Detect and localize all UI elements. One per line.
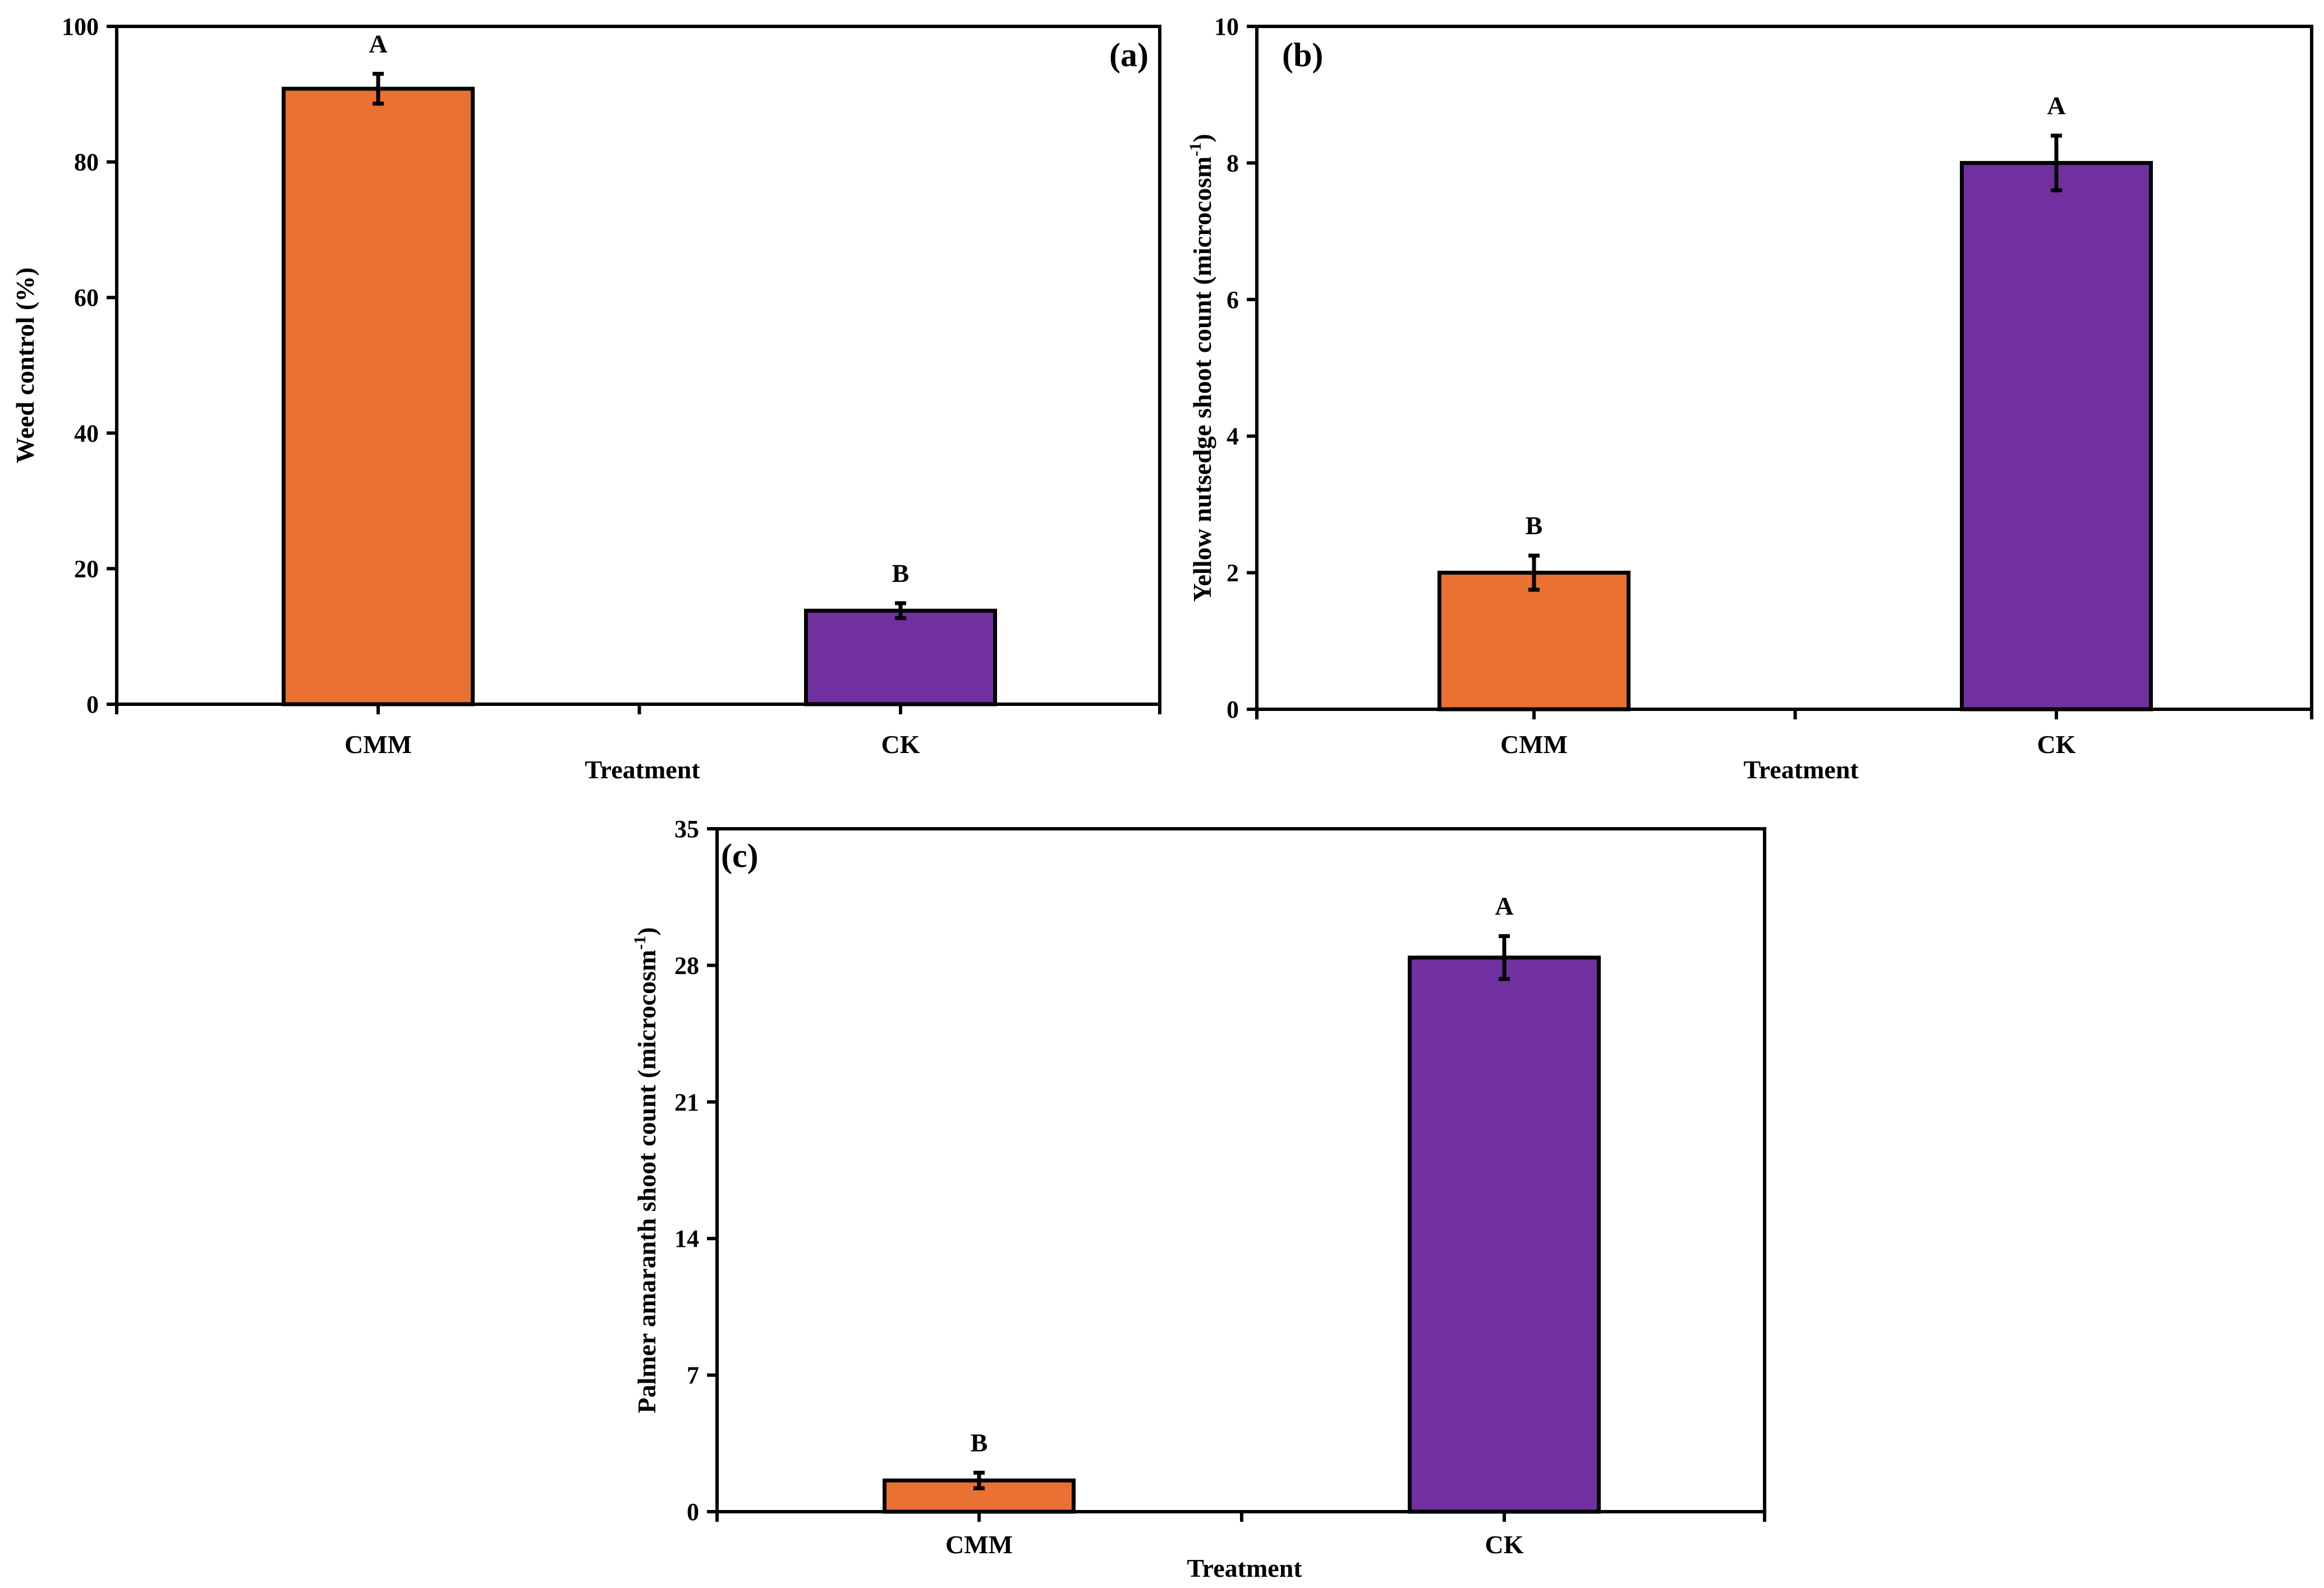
significance-letter: A bbox=[2047, 91, 2065, 120]
panel-label: (a) bbox=[1109, 36, 1149, 74]
bar-ck bbox=[804, 608, 997, 706]
plot-frame bbox=[115, 25, 1161, 706]
x-axis-title: Treatment bbox=[1187, 1554, 1302, 1582]
bar-ck bbox=[1960, 160, 2153, 712]
panel-label: (c) bbox=[721, 837, 759, 874]
y-tick-label: 35 bbox=[674, 815, 699, 843]
y-tick-label: 6 bbox=[1227, 286, 1239, 314]
y-tick-label: 21 bbox=[674, 1089, 699, 1116]
y-tick-label: 60 bbox=[74, 284, 99, 311]
y-tick-label: 20 bbox=[74, 555, 99, 582]
category-label-cmm: CMM bbox=[1500, 730, 1568, 759]
y-tick-label: 0 bbox=[687, 1498, 699, 1526]
bar-ck bbox=[1408, 955, 1601, 1514]
chart-panel-1: 0 20 40 60 80 100 A CMM B CK Treatment Weed control… bbox=[11, 13, 1161, 784]
y-tick-label: 0 bbox=[86, 691, 99, 718]
y-tick-label: 40 bbox=[74, 420, 99, 447]
y-tick-label: 10 bbox=[1214, 13, 1239, 40]
category-label-cmm: CMM bbox=[345, 730, 412, 759]
y-tick-label: 14 bbox=[674, 1225, 699, 1252]
bar-cmm bbox=[282, 86, 475, 706]
y-tick-label: 80 bbox=[74, 149, 99, 176]
x-axis-title: Treatment bbox=[585, 755, 700, 784]
category-label-ck: CK bbox=[2037, 730, 2076, 759]
y-tick-label: 100 bbox=[62, 13, 99, 40]
plot-frame bbox=[1255, 25, 2313, 711]
significance-letter: A bbox=[1495, 892, 1513, 920]
y-tick-label: 4 bbox=[1227, 423, 1239, 450]
category-label-ck: CK bbox=[1485, 1530, 1524, 1559]
y-tick-label: 0 bbox=[1227, 696, 1239, 723]
y-axis-title: Weed control (%) bbox=[11, 267, 39, 463]
significance-letter: B bbox=[971, 1428, 988, 1457]
y-axis-title: Palmer amaranth shoot count (microcosm-1… bbox=[631, 927, 661, 1413]
chart-panel-3: 0 7 14 21 28 35 B CMM A CK Treatment Palmer amarant… bbox=[631, 815, 1766, 1582]
y-tick-label: 7 bbox=[687, 1362, 699, 1389]
y-axis-title: Yellow nutsedge shoot count (microcosm-1… bbox=[1186, 134, 1216, 602]
panel-label: (b) bbox=[1282, 36, 1323, 74]
bar-cmm bbox=[1437, 571, 1631, 712]
plot-frame bbox=[715, 827, 1766, 1513]
x-axis-title: Treatment bbox=[1743, 755, 1859, 784]
significance-letter: B bbox=[1526, 511, 1543, 540]
y-tick-label: 2 bbox=[1227, 559, 1239, 587]
y-tick-label: 8 bbox=[1227, 149, 1239, 177]
significance-letter: B bbox=[892, 559, 910, 588]
chart-panel-2: 0 2 4 6 8 10 B CMM A CK Treatment Yellow nutsedge s… bbox=[1186, 13, 2313, 784]
category-label-cmm: CMM bbox=[945, 1530, 1013, 1559]
significance-letter: A bbox=[369, 30, 387, 58]
category-label-ck: CK bbox=[881, 730, 920, 759]
y-tick-label: 28 bbox=[674, 952, 699, 979]
